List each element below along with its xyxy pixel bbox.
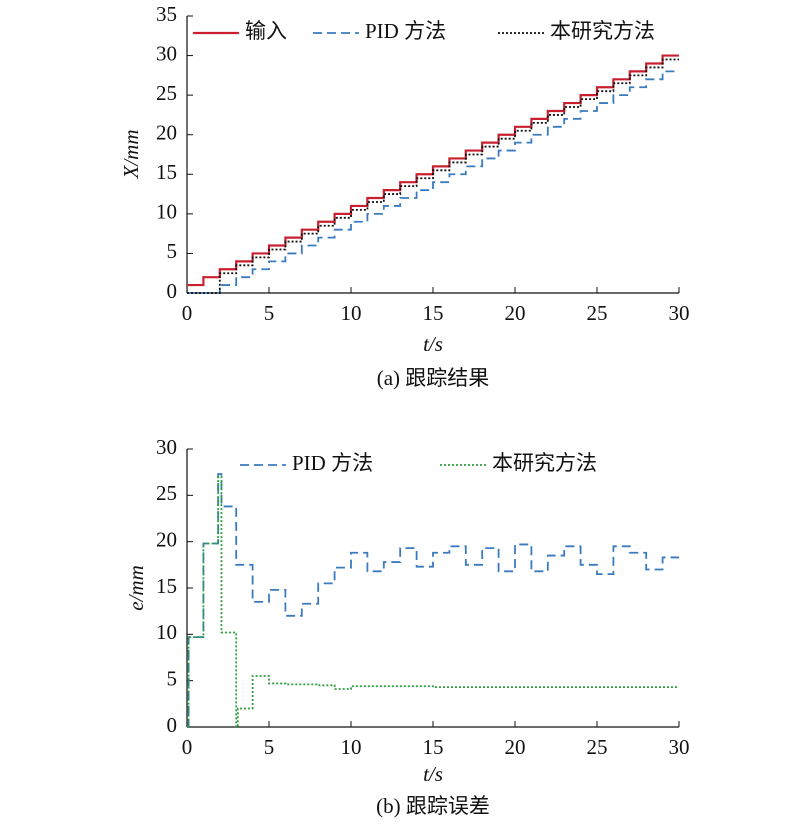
x-tick-label: 0 <box>182 301 193 325</box>
x-tick-label: 30 <box>669 301 690 325</box>
x-tick-label: 10 <box>341 301 362 325</box>
y-tick-label: 35 <box>156 2 177 26</box>
y-tick-label: 25 <box>156 481 177 505</box>
y-tick-label: 20 <box>156 121 177 145</box>
y-tick-label: 15 <box>156 574 177 598</box>
caption: (b) 跟踪误差 <box>376 794 490 818</box>
series-line <box>187 58 679 294</box>
y-tick-label: 20 <box>156 527 177 551</box>
x-tick-label: 30 <box>669 735 690 759</box>
caption: (a) 跟踪结果 <box>377 366 490 390</box>
x-tick-label: 25 <box>587 301 608 325</box>
x-axis-label: t/s <box>423 332 443 356</box>
x-tick-label: 20 <box>505 735 526 759</box>
y-tick-label: 10 <box>156 620 177 644</box>
x-tick-label: 0 <box>182 735 193 759</box>
y-tick-label: 5 <box>167 239 178 263</box>
y-axis-label: e/mm <box>124 565 148 611</box>
y-tick-label: 0 <box>167 713 178 737</box>
x-axis-label: t/s <box>423 762 443 786</box>
x-tick-label: 5 <box>264 301 275 325</box>
legend-label: PID 方法 <box>365 19 446 43</box>
series-line <box>187 475 679 728</box>
y-tick-label: 30 <box>156 41 177 65</box>
legend-label: 输入 <box>245 19 287 43</box>
legend-label: 本研究方法 <box>492 451 597 475</box>
y-tick-label: 5 <box>167 666 178 690</box>
x-tick-label: 15 <box>423 735 444 759</box>
series-line <box>187 70 679 294</box>
y-tick-label: 0 <box>167 279 178 303</box>
y-axis-label: X/mm <box>119 130 143 180</box>
y-tick-label: 10 <box>156 200 177 224</box>
series-line <box>187 473 679 728</box>
x-tick-label: 15 <box>423 301 444 325</box>
y-tick-label: 15 <box>156 160 177 184</box>
y-tick-label: 30 <box>156 435 177 459</box>
y-tick-label: 25 <box>156 81 177 105</box>
legend-label: 本研究方法 <box>550 19 655 43</box>
x-tick-label: 5 <box>264 735 275 759</box>
x-tick-label: 10 <box>341 735 362 759</box>
x-tick-label: 20 <box>505 301 526 325</box>
legend-label: PID 方法 <box>292 451 373 475</box>
x-tick-label: 25 <box>587 735 608 759</box>
